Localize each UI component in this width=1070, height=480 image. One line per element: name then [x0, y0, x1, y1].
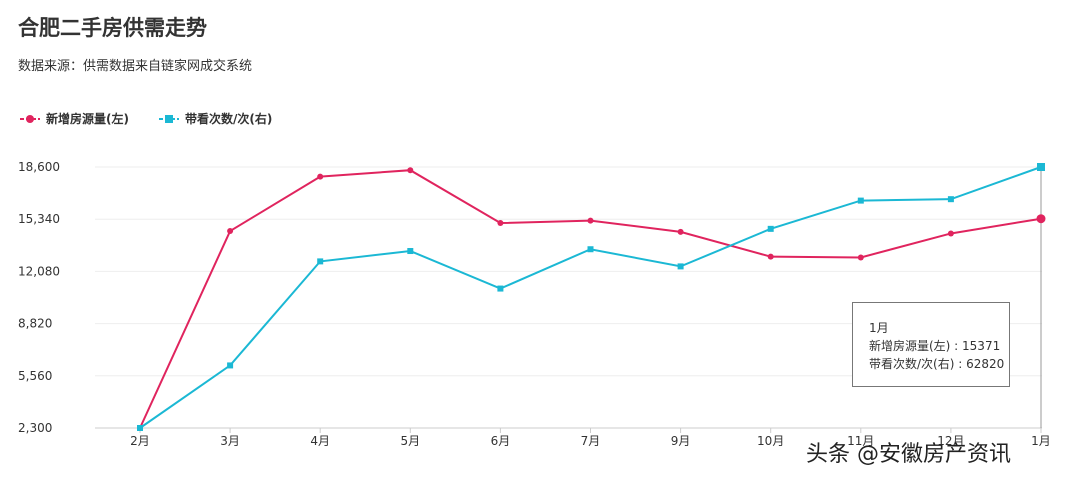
data-point	[317, 258, 324, 265]
data-point	[677, 263, 684, 270]
y-tick-label: 5,560	[18, 369, 52, 383]
chart-tooltip: 1月 新增房源量(左) : 15371 带看次数/次(右) : 62820	[852, 302, 1010, 387]
x-tick-label: 11月	[847, 434, 874, 448]
data-point	[407, 248, 414, 255]
x-tick-label: 4月	[310, 434, 330, 448]
x-tick-label: 7月	[581, 434, 601, 448]
series-line-2	[139, 166, 1042, 429]
y-tick-label: 8,820	[18, 317, 52, 331]
data-point	[227, 228, 234, 235]
x-tick-label: 10月	[757, 434, 784, 448]
tooltip-line-series2: 带看次数/次(右) : 62820	[869, 357, 1005, 371]
tooltip-month: 1月	[869, 321, 889, 335]
data-point	[1037, 163, 1045, 171]
x-tick-label: 1月	[1031, 434, 1051, 448]
data-point	[947, 230, 954, 237]
x-tick-label: 2月	[130, 434, 150, 448]
data-point	[227, 362, 234, 369]
legend-item-series2[interactable]: 带看次数/次(右)	[158, 110, 273, 127]
data-point	[587, 246, 594, 253]
x-tick-label: 12月	[937, 434, 964, 448]
watermark: 头条 @安徽房产资讯	[806, 442, 1011, 467]
x-tick-label: 5月	[400, 434, 420, 448]
x-tick-label: 3月	[220, 434, 240, 448]
chart-legend: 新增房源量(左) 带看次数/次(右)	[20, 110, 302, 127]
legend-circle-icon	[20, 114, 40, 123]
x-tick-label: 6月	[491, 434, 511, 448]
chart-subtitle: 数据来源：供需数据来自链家网成交系统	[18, 59, 253, 74]
data-point	[677, 228, 684, 235]
data-point	[407, 167, 414, 174]
tooltip-line-series1: 新增房源量(左) : 15371	[869, 339, 1001, 353]
data-point	[857, 254, 864, 261]
series-line-1	[139, 169, 1042, 429]
data-point	[317, 173, 324, 180]
data-point	[137, 425, 143, 431]
y-tick-label: 2,300	[18, 421, 52, 435]
legend-label-series2: 带看次数/次(右)	[184, 112, 273, 126]
y-tick-label: 12,080	[18, 264, 60, 278]
legend-square-icon	[158, 114, 179, 123]
legend-label-series1: 新增房源量(左)	[46, 112, 129, 126]
data-point	[587, 217, 594, 224]
data-point	[497, 285, 504, 292]
data-point	[1036, 214, 1046, 224]
y-tick-label: 18,600	[18, 160, 60, 174]
chart-title: 合肥二手房供需走势	[18, 16, 207, 40]
data-point	[857, 197, 864, 204]
data-point	[947, 196, 954, 203]
x-tick-label: 9月	[671, 434, 691, 448]
data-point	[767, 253, 774, 260]
data-point	[497, 220, 504, 227]
data-point	[767, 225, 774, 232]
legend-item-series1[interactable]: 新增房源量(左)	[20, 110, 129, 127]
y-tick-label: 15,340	[18, 212, 60, 226]
